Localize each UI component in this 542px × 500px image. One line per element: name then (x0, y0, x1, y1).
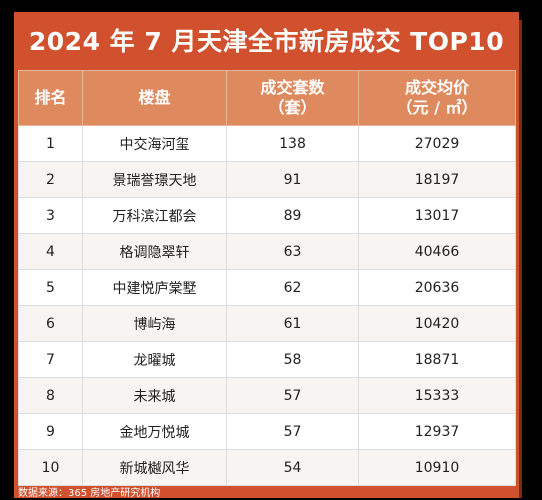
cell-units: 54 (226, 449, 359, 486)
table-row: 3 万科滨江都会 89 13017 (18, 197, 516, 234)
cell-price: 27029 (358, 125, 516, 162)
table-header-row: 排名 楼盘 成交套数 （套） 成交均价 （元 / ㎡） (18, 70, 516, 126)
header-price: 成交均价 （元 / ㎡） (358, 70, 516, 126)
data-source-note: 数据来源：365 房地产研究机构 (18, 488, 161, 499)
table-row: 8 未来城 57 15333 (18, 377, 516, 414)
cell-price: 12937 (358, 413, 516, 450)
ranking-card: 2024 年 7 月天津全市新房成交 TOP10 排名 楼盘 成交套数 （套） … (14, 12, 519, 499)
cell-price: 18871 (358, 341, 516, 378)
cell-units: 138 (226, 125, 359, 162)
table-row: 1 中交海河玺 138 27029 (18, 125, 516, 162)
cell-units: 89 (226, 197, 359, 234)
header-price-label: 成交均价 (404, 78, 469, 97)
cell-price: 15333 (358, 377, 516, 414)
cell-units: 62 (226, 269, 359, 306)
cell-units: 63 (226, 233, 359, 270)
cell-rank: 2 (18, 161, 83, 198)
header-units-label: 成交套数 (260, 78, 325, 97)
card-shadow (519, 20, 522, 498)
cell-units: 58 (226, 341, 359, 378)
page-title: 2024 年 7 月天津全市新房成交 TOP10 (28, 27, 505, 56)
table-row: 2 景瑞誉璟天地 91 18197 (18, 161, 516, 198)
cell-rank: 9 (18, 413, 83, 450)
cell-price: 10910 (358, 449, 516, 486)
cell-project: 万科滨江都会 (82, 197, 227, 234)
cell-rank: 5 (18, 269, 83, 306)
table-row: 4 格调隐翠轩 63 40466 (18, 233, 516, 270)
cell-rank: 10 (18, 449, 83, 486)
header-price-unit: （元 / ㎡） (396, 98, 478, 117)
table-row: 7 龙曜城 58 18871 (18, 341, 516, 378)
cell-rank: 1 (18, 125, 83, 162)
cell-units: 57 (226, 377, 359, 414)
cell-rank: 8 (18, 377, 83, 414)
cell-units: 61 (226, 305, 359, 342)
header-rank: 排名 (18, 70, 83, 126)
cell-rank: 6 (18, 305, 83, 342)
cell-price: 13017 (358, 197, 516, 234)
cell-project: 博屿海 (82, 305, 227, 342)
cell-units: 57 (226, 413, 359, 450)
cell-project: 格调隐翠轩 (82, 233, 227, 270)
table-row: 5 中建悦庐棠墅 62 20636 (18, 269, 516, 306)
header-project: 楼盘 (82, 70, 227, 126)
cell-rank: 7 (18, 341, 83, 378)
cell-project: 中交海河玺 (82, 125, 227, 162)
header-units-unit: （套） (268, 98, 317, 117)
cell-project: 中建悦庐棠墅 (82, 269, 227, 306)
cell-project: 龙曜城 (82, 341, 227, 378)
table-row: 6 博屿海 61 10420 (18, 305, 516, 342)
table-row: 10 新城樾风华 54 10910 (18, 449, 516, 486)
header-units: 成交套数 （套） (226, 70, 359, 126)
cell-project: 金地万悦城 (82, 413, 227, 450)
cell-project: 未来城 (82, 377, 227, 414)
ranking-table: 排名 楼盘 成交套数 （套） 成交均价 （元 / ㎡） 1 中交海河玺 138 … (18, 70, 516, 486)
cell-project: 新城樾风华 (82, 449, 227, 486)
cell-price: 40466 (358, 233, 516, 270)
cell-rank: 3 (18, 197, 83, 234)
cell-project: 景瑞誉璟天地 (82, 161, 227, 198)
cell-price: 10420 (358, 305, 516, 342)
cell-units: 91 (226, 161, 359, 198)
cell-price: 20636 (358, 269, 516, 306)
table-row: 9 金地万悦城 57 12937 (18, 413, 516, 450)
cell-price: 18197 (358, 161, 516, 198)
cell-rank: 4 (18, 233, 83, 270)
